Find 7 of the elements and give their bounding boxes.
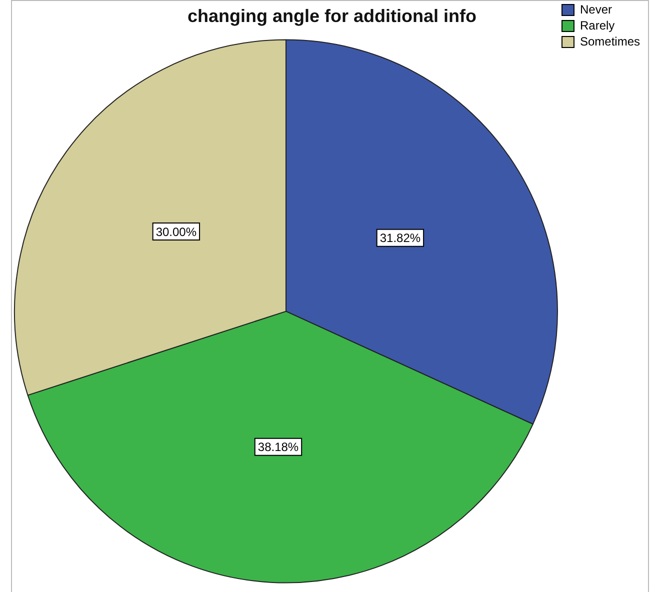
data-label: 38.18% [258,440,299,454]
legend-label: Sometimes [580,34,640,48]
legend-label: Never [580,2,612,16]
data-label: 30.00% [156,224,197,239]
legend-label: Rarely [580,18,615,32]
data-label: 31.82% [380,231,421,246]
chart-title: changing angle for additional info [188,6,476,26]
